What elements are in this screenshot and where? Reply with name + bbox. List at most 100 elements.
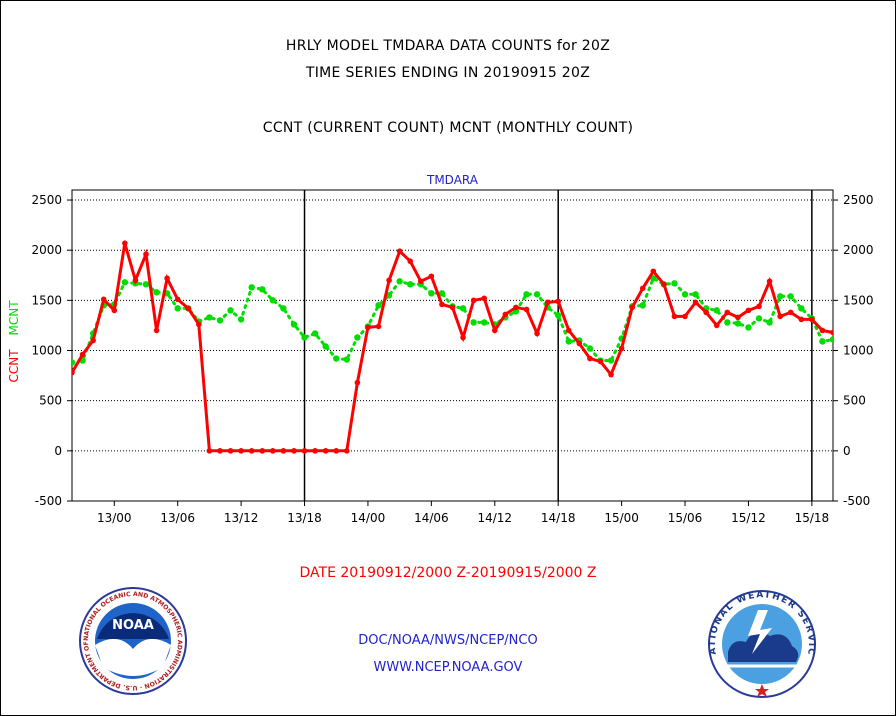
mcnt-point xyxy=(586,345,594,352)
mcnt-point xyxy=(227,307,234,314)
y-tick-label-right: -500 xyxy=(843,494,870,508)
ccnt-point xyxy=(333,448,340,454)
ccnt-point xyxy=(639,285,646,292)
ccnt-point xyxy=(460,334,466,341)
mcnt-point xyxy=(438,290,446,297)
mcnt-point xyxy=(333,355,340,362)
ccnt-point xyxy=(417,278,424,285)
ccnt-point xyxy=(259,448,266,454)
ccnt-point xyxy=(132,277,139,284)
ccnt-point xyxy=(724,309,731,316)
mcnt-point xyxy=(174,305,181,312)
y-tick-label-left: 500 xyxy=(39,394,62,408)
mcnt-point xyxy=(798,305,805,312)
ccnt-point xyxy=(248,448,255,454)
ccnt-point xyxy=(79,351,86,358)
ccnt-point xyxy=(217,448,223,454)
mcnt-point xyxy=(396,278,403,285)
mcnt-point xyxy=(237,316,245,323)
y-tick-label-left: -500 xyxy=(35,494,62,508)
ccnt-point xyxy=(682,313,688,320)
mcnt-point xyxy=(671,280,678,287)
ccnt-point xyxy=(819,327,826,334)
ccnt-point xyxy=(270,448,276,454)
mcnt-point xyxy=(248,284,255,291)
ccnt-point xyxy=(111,307,118,314)
y-tick-label-right: 1500 xyxy=(843,293,874,307)
mcnt-point xyxy=(259,286,266,293)
ccnt-point xyxy=(513,304,519,311)
x-tick-label: 13/12 xyxy=(224,511,259,525)
x-tick-label: 14/18 xyxy=(541,511,576,525)
mcnt-point xyxy=(766,319,773,326)
y-tick-label-right: 0 xyxy=(843,444,851,458)
x-tick-label: 15/18 xyxy=(795,511,830,525)
mcnt-point xyxy=(639,302,646,309)
mcnt-point xyxy=(322,343,329,350)
ccnt-point xyxy=(90,337,96,344)
ccnt-line xyxy=(72,242,833,453)
mcnt-point xyxy=(724,319,731,326)
ccnt-point xyxy=(470,297,477,304)
mcnt-point xyxy=(301,334,308,341)
y-axis-label-ccnt: CCNT xyxy=(7,349,21,383)
ccnt-point xyxy=(174,296,181,303)
ccnt-point xyxy=(608,371,614,378)
ccnt-point xyxy=(650,268,657,275)
mcnt-point xyxy=(692,291,699,298)
y-axis-label-mcnt: MCNT xyxy=(7,300,21,336)
mcnt-point xyxy=(142,281,150,288)
mcnt-point xyxy=(607,357,615,364)
y-tick-label-right: 2500 xyxy=(843,193,874,207)
mcnt-point xyxy=(554,312,562,319)
ccnt-point xyxy=(735,314,741,321)
x-tick-label: 15/00 xyxy=(604,511,639,525)
mcnt-point xyxy=(428,290,435,297)
ccnt-point xyxy=(439,301,445,308)
ccnt-point xyxy=(576,340,583,347)
mcnt-point xyxy=(354,334,361,341)
plot-border xyxy=(71,189,834,502)
mcnt-point xyxy=(311,330,319,337)
url-link[interactable]: WWW.NCEP.NOAA.GOV xyxy=(373,660,523,675)
mcnt-point xyxy=(745,324,752,331)
noaa-logo-top xyxy=(97,613,169,639)
mcnt-point xyxy=(681,291,689,298)
ccnt-point xyxy=(301,448,308,454)
y-tick-label-left: 2500 xyxy=(31,193,62,207)
panel-label: TMDARA xyxy=(426,173,479,187)
ccnt-point xyxy=(428,273,435,280)
y-tick-label-right: 500 xyxy=(843,394,866,408)
nws-cloud-icon xyxy=(728,632,799,662)
ccnt-point xyxy=(407,258,414,265)
mcnt-point xyxy=(533,291,541,298)
ccnt-point xyxy=(534,330,540,337)
x-tick-label: 14/12 xyxy=(477,511,512,525)
x-tick-label: 15/12 xyxy=(731,511,766,525)
y-tick-label-right: 1000 xyxy=(843,344,874,358)
date-range-label: DATE 20190912/2000 Z-20190915/2000 Z xyxy=(299,565,597,581)
mcnt-point xyxy=(829,336,833,343)
ccnt-point xyxy=(777,313,783,320)
ccnt-point xyxy=(555,298,561,305)
ccnt-point xyxy=(587,355,593,362)
ccnt-point xyxy=(449,304,456,311)
y-tick-label-left: 1500 xyxy=(31,293,62,307)
org-label[interactable]: DOC/NOAA/NWS/NCEP/NCO xyxy=(358,633,538,648)
ccnt-point xyxy=(756,303,762,310)
mcnt-point xyxy=(459,305,467,312)
mcnt-point xyxy=(481,319,488,326)
ccnt-point xyxy=(72,369,75,376)
ccnt-point xyxy=(291,448,297,454)
ccnt-point xyxy=(344,448,350,454)
ccnt-point xyxy=(238,448,244,454)
mcnt-point xyxy=(280,305,287,312)
mcnt-point xyxy=(819,338,826,345)
y-tick-label-left: 2000 xyxy=(31,243,62,257)
ccnt-point xyxy=(798,316,805,323)
ccnt-point xyxy=(396,248,403,254)
x-tick-label: 15/06 xyxy=(668,511,703,525)
ccnt-point xyxy=(841,358,847,364)
x-tick-label: 14/00 xyxy=(351,511,386,525)
ccnt-point xyxy=(143,251,149,258)
